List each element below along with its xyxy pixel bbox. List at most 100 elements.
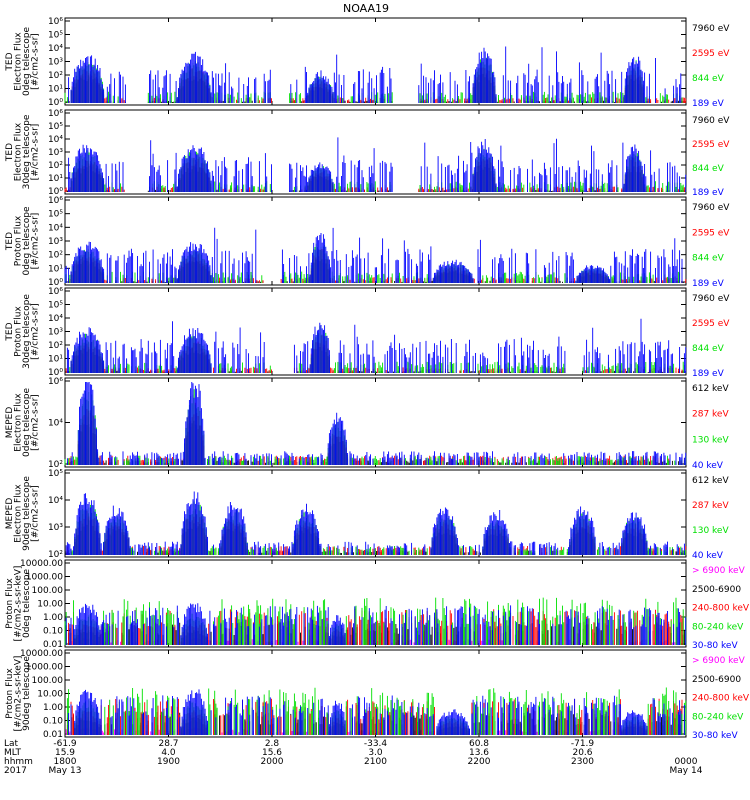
legend-entry: 844 eV [692,344,725,354]
legend-entry: 844 eV [692,254,725,264]
legend-entry: 30-80 keV [692,641,738,651]
y-tick-label: 10.00 [37,600,63,610]
series-trace [69,326,685,373]
y-axis-label: Electron Flux [14,393,24,452]
legend-entry: 80-240 keV [692,622,744,632]
y-tick-label: 10⁴ [48,135,63,145]
series-trace [68,46,682,103]
legend-entry: 240-800 keV [692,604,750,614]
y-axis-label: 30deg telescope [22,114,32,189]
legend-entry: 80-240 keV [692,712,744,722]
legend-entry: 189 eV [692,99,725,109]
y-tick-label: 10⁶ [48,287,63,297]
series-trace [66,382,687,465]
y-axis-label: Proton Flux [14,306,24,357]
panels: 10⁰ 10¹ 10² 10³ 10⁴ 10⁵ 10⁶ TED Electron Flux 0de… [5,17,750,741]
series-trace [69,402,685,465]
footer-row-label: hhmm [4,757,33,767]
y-tick-label: 10³ [48,58,63,68]
series-line [66,318,687,373]
series-line [65,603,687,645]
y-tick-label: 10⁴ [48,314,63,324]
y-tick-label: 1000.00 [26,573,63,583]
legend-entry: 189 eV [692,369,725,379]
y-tick-label: 0.01 [43,730,63,740]
y-tick-label: 0.01 [43,640,63,650]
y-axis-label: TED [5,52,15,71]
series-line [68,46,682,103]
footer-tick-mlt: 15.9 [55,748,75,758]
y-axis-label: 0deg telescope [22,206,32,276]
legend-entry: 40 keV [692,551,724,561]
series-trace [66,318,687,373]
y-tick-label: 10⁰ [48,98,63,108]
y-axis-label: MEPED [5,407,15,439]
legend-entry: 7960 eV [692,24,730,34]
y-axis-label: [#/cm2-s-sr-keV] [14,656,24,732]
series-trace [65,491,685,555]
series-line [66,382,687,465]
legend-entry: 130 keV [692,526,729,536]
y-tick-label: 10¹ [48,355,63,365]
series-line [64,227,683,283]
y-axis-label: Proton Flux [5,578,15,629]
legend-entry: 30-80 keV [692,731,738,741]
footer-tick-date: May 13 [49,766,82,776]
legend-entry: > 6900 keV [692,656,746,666]
footer-tick-hhmm: 0000 [675,757,698,767]
y-axis-label: Electron Flux [14,122,24,181]
y-tick-label: 10⁵ [48,31,63,41]
footer-row-label: MLT [4,748,22,758]
y-axis-label: 90deg telescope [22,656,32,731]
series-trace [65,603,687,645]
legend-entry: 189 eV [692,188,725,198]
footer-tick-mlt: 3.0 [368,748,383,758]
panel-7: 0.01 0.10 1.00 10.00 100.00 1000.00 10000.00 Pr… [5,559,750,651]
y-axis-label: [#/cm2-s-sr-keV] [14,566,24,642]
footer-tick-hhmm: 2000 [261,757,284,767]
y-tick-label: 1.00 [43,613,63,623]
footer-row-label: 2017 [4,766,27,776]
y-axis-label: [#/cm2-s-sr] [31,303,41,360]
legend-entry: 2595 eV [692,140,730,150]
y-tick-label: 10² [48,251,63,261]
footer-tick-hhmm: 2300 [571,757,594,767]
series-trace [68,137,687,192]
y-tick-label: 10⁴ [48,44,63,54]
y-tick-label: 1.00 [43,703,63,713]
y-tick-label: 10¹ [48,85,63,95]
legend-entry: 2595 eV [692,228,730,238]
footer-tick-date: May 14 [670,766,703,776]
y-tick-label: 10⁰ [48,368,63,378]
legend-entry: 2595 eV [692,49,730,59]
y-tick-label: 10⁶ [48,196,63,206]
y-tick-label: 10³ [48,328,63,338]
series-line [64,389,687,465]
footer-tick-hhmm: 2100 [364,757,387,767]
y-tick-label: 10⁴ [48,223,63,233]
legend-entry: 130 keV [692,435,729,445]
legend-entry: 240-800 keV [692,694,750,704]
y-axis-label: TED [5,232,15,251]
y-tick-label: 10⁴ [48,419,63,429]
y-axis-label: Electron Flux [14,484,24,543]
y-axis-label: [#/cm2-s-sr] [31,33,41,90]
y-tick-label: 10.00 [37,690,63,700]
y-tick-label: 10⁵ [48,469,63,479]
footer-tick-lat: -61.9 [53,739,77,749]
legend-entry: 844 eV [692,74,725,84]
series-line [68,137,687,192]
y-axis-label: 0deg telescope [22,27,32,97]
legend-entry: 844 eV [692,164,725,174]
legend-entry: > 6900 keV [692,566,746,576]
series-line [69,402,685,465]
legend-entry: 2500-6900 [692,585,741,595]
y-axis-label: 30deg telescope [22,294,32,369]
